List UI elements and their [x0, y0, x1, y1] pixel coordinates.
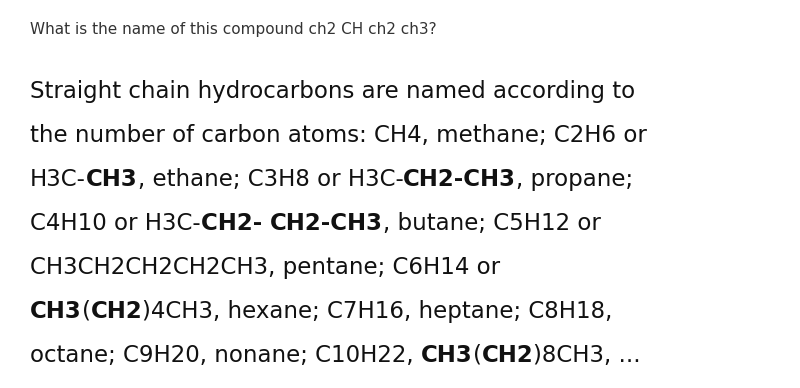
Text: (: ( — [473, 344, 482, 367]
Text: (: ( — [82, 300, 90, 323]
Text: CH3: CH3 — [86, 168, 138, 191]
Text: )8CH3, ...: )8CH3, ... — [534, 344, 641, 367]
Text: the number of carbon atoms: CH4, methane; C2H6 or: the number of carbon atoms: CH4, methane… — [30, 124, 647, 147]
Text: CH2-: CH2- — [201, 212, 270, 235]
Text: , propane;: , propane; — [516, 168, 634, 191]
Text: C4H10 or H3C-: C4H10 or H3C- — [30, 212, 201, 235]
Text: CH2: CH2 — [482, 344, 534, 367]
Text: CH3: CH3 — [30, 300, 82, 323]
Text: CH3CH2CH2CH2CH3, pentane; C6H14 or: CH3CH2CH2CH2CH3, pentane; C6H14 or — [30, 256, 500, 279]
Text: CH2-CH3: CH2-CH3 — [403, 168, 516, 191]
Text: octane; C9H20, nonane; C10H22,: octane; C9H20, nonane; C10H22, — [30, 344, 421, 367]
Text: What is the name of this compound ch2 CH ch2 ch3?: What is the name of this compound ch2 CH… — [30, 22, 437, 37]
Text: CH2: CH2 — [90, 300, 142, 323]
Text: Straight chain hydrocarbons are named according to: Straight chain hydrocarbons are named ac… — [30, 80, 635, 103]
Text: , butane; C5H12 or: , butane; C5H12 or — [383, 212, 601, 235]
Text: )4CH3, hexane; C7H16, heptane; C8H18,: )4CH3, hexane; C7H16, heptane; C8H18, — [142, 300, 613, 323]
Text: CH3: CH3 — [421, 344, 473, 367]
Text: CH2-CH3: CH2-CH3 — [270, 212, 383, 235]
Text: H3C-: H3C- — [30, 168, 86, 191]
Text: , ethane; C3H8 or H3C-: , ethane; C3H8 or H3C- — [138, 168, 403, 191]
